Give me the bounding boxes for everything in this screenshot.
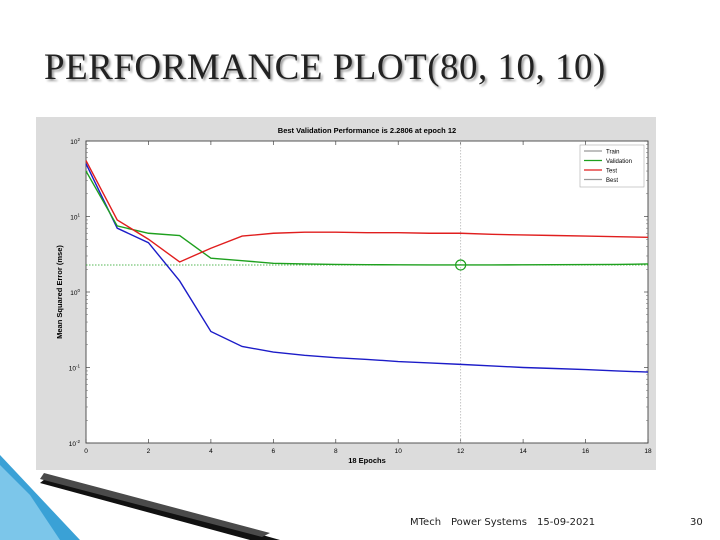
- performance-chart: Best Validation Performance is 2.2806 at…: [55, 126, 652, 465]
- x-tick-label: 18: [644, 448, 652, 455]
- plot-area: [85, 140, 649, 444]
- y-tick-label: 100: [70, 288, 80, 297]
- chart-title: Best Validation Performance is 2.2806 at…: [278, 126, 456, 135]
- train-line: [85, 163, 649, 373]
- footer-decoration: [0, 455, 280, 540]
- x-tick-label: 14: [519, 448, 527, 455]
- legend-label: Train: [606, 150, 619, 156]
- validation-line: [85, 170, 649, 266]
- legend-label: Best: [606, 178, 618, 184]
- legend: Train Validation Test Best: [579, 144, 645, 188]
- best-marker: [455, 259, 467, 271]
- y-tick-label: 102: [70, 137, 80, 146]
- footer-page-number: 30: [690, 517, 703, 528]
- y-tick-label: 10-1: [69, 364, 81, 373]
- x-tick-label: 0: [84, 448, 88, 455]
- test-line: [85, 160, 649, 263]
- y-axis-label: Mean Squared Error (mse): [55, 245, 64, 339]
- x-tick-label: 12: [457, 448, 465, 455]
- x-tick-label: 8: [334, 448, 338, 455]
- legend-label: Test: [606, 169, 617, 175]
- legend-label: Validation: [606, 159, 632, 165]
- x-tick-label: 2: [147, 448, 151, 455]
- footer-subject: Power Systems: [451, 517, 527, 528]
- x-tick-label: 6: [272, 448, 276, 455]
- x-tick-label: 4: [209, 448, 213, 455]
- x-tick-label: 10: [395, 448, 403, 455]
- figure-panel: Best Validation Performance is 2.2806 at…: [36, 117, 656, 470]
- y-tick-label: 10-2: [69, 439, 81, 448]
- x-tick-label: 16: [582, 448, 590, 455]
- footer-date: 15-09-2021: [537, 517, 596, 528]
- slide-title: PERFORMANCE PLOT(80, 10, 10): [44, 47, 606, 88]
- x-axis-label: 18 Epochs: [348, 456, 386, 465]
- footer-course: MTech: [410, 517, 442, 528]
- y-tick-label: 101: [70, 213, 80, 222]
